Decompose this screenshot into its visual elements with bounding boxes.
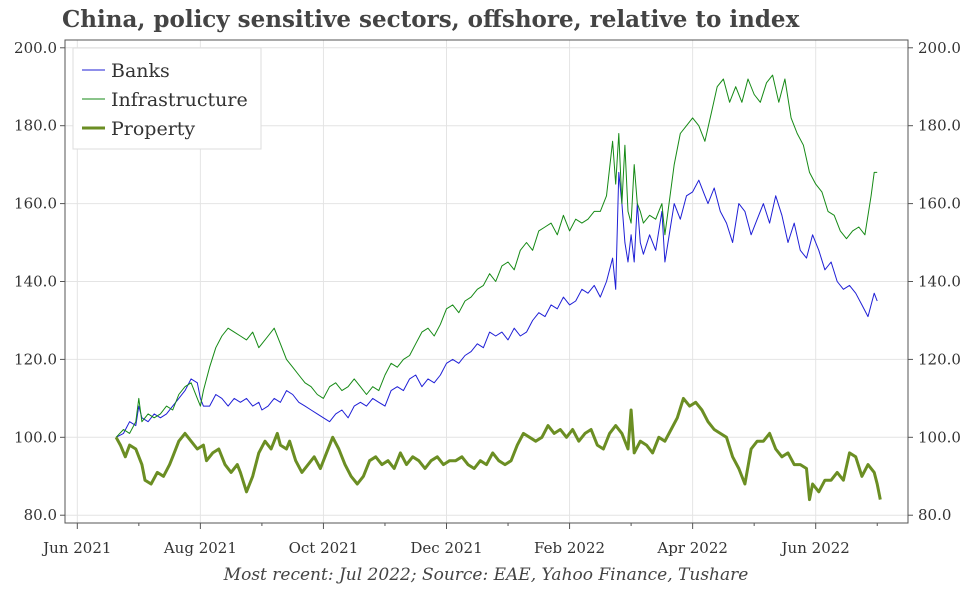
y-tick-label-right: 160.0 — [918, 195, 961, 213]
legend-label-banks: Banks — [111, 60, 170, 82]
y-tick-label: 80.0 — [24, 506, 57, 524]
legend: Banks Infrastructure Property — [72, 47, 262, 150]
y-tick-label: 160.0 — [14, 195, 57, 213]
y-tick-label-right: 120.0 — [918, 350, 961, 368]
source-caption: Most recent: Jul 2022; Source: EAE, Yaho… — [223, 565, 749, 585]
y-tick-label-right: 80.0 — [918, 506, 951, 524]
y-tick-label: 180.0 — [14, 117, 57, 135]
series-line-property — [114, 396, 882, 502]
series-lines — [114, 74, 882, 502]
y-tick-label-right: 180.0 — [918, 117, 961, 135]
x-tick-label: Aug 2021 — [163, 539, 237, 557]
x-tick-label: Jun 2021 — [41, 539, 111, 557]
series-line-banks — [115, 171, 878, 438]
y-tick-label: 100.0 — [14, 428, 57, 446]
legend-label-property: Property — [111, 118, 195, 140]
x-tick-label: Jun 2022 — [780, 539, 850, 557]
x-axis: Jun 2021 Aug 2021 Oct 2021 Dec 2021 Feb 2022… — [41, 523, 878, 557]
x-tick-label: Oct 2021 — [289, 539, 359, 557]
series-line-infrastructure — [115, 74, 878, 438]
y-tick-label: 120.0 — [14, 350, 57, 368]
legend-label-infrastructure: Infrastructure — [111, 89, 248, 111]
y-tick-label: 140.0 — [14, 273, 57, 291]
y-tick-label-right: 140.0 — [918, 273, 961, 291]
chart-title: China, policy sensitive sectors, offshor… — [62, 6, 800, 33]
y-tick-label-right: 200.0 — [918, 39, 961, 57]
x-tick-label: Apr 2022 — [656, 539, 728, 557]
x-tick-label: Dec 2021 — [410, 539, 482, 557]
y-axis-right: 80.0 100.0 120.0 140.0 160.0 180.0 200.0 — [908, 39, 961, 524]
y-tick-label: 200.0 — [14, 39, 57, 57]
y-tick-label-right: 100.0 — [918, 428, 961, 446]
y-axis-left: 80.0 100.0 120.0 140.0 160.0 180.0 200.0 — [14, 39, 65, 524]
x-tick-label: Feb 2022 — [534, 539, 605, 557]
